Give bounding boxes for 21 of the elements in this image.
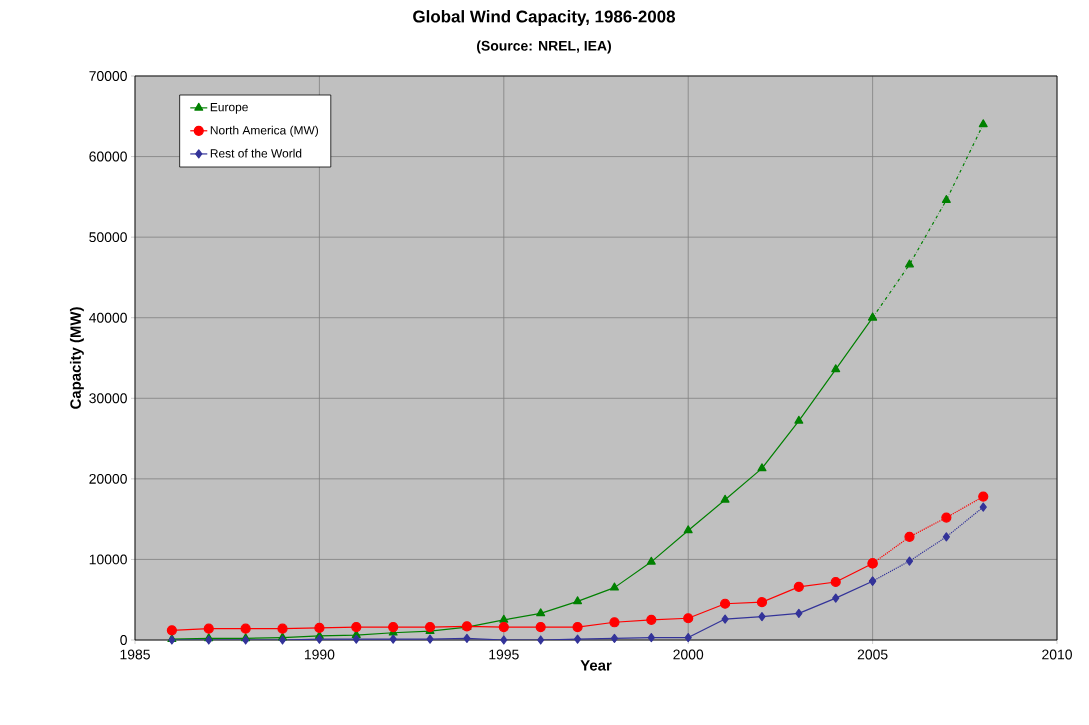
x-tick-label: 2010: [1042, 649, 1072, 660]
chart-title: Global Wind Capacity, 1986-2008: [413, 10, 676, 26]
y-tick-label: 70000: [89, 71, 127, 81]
legend-label: Europe: [210, 103, 248, 114]
x-axis-title: Year: [580, 660, 612, 671]
legend-label: Rest of the World: [210, 148, 302, 158]
y-tick-label: 10000: [89, 554, 127, 565]
legend-label: North America (MW): [210, 125, 319, 137]
y-tick-label: 0: [120, 635, 127, 645]
y-tick-label: 20000: [89, 473, 127, 484]
chart-subtitle: (Source: NREL, IEA): [477, 40, 611, 54]
x-tick-label: 1985: [120, 649, 150, 660]
y-tick-label: 30000: [89, 393, 127, 404]
x-tick-label: 2000: [673, 649, 704, 660]
x-tick-label: 1995: [489, 649, 519, 660]
y-axis-title: Capacity (MW): [69, 307, 84, 409]
y-tick-label: 50000: [89, 232, 127, 243]
y-tick-label: 60000: [89, 151, 127, 162]
y-tick-label: 40000: [89, 312, 127, 323]
x-tick-label: 2005: [857, 649, 888, 660]
x-tick-label: 1990: [304, 649, 335, 660]
